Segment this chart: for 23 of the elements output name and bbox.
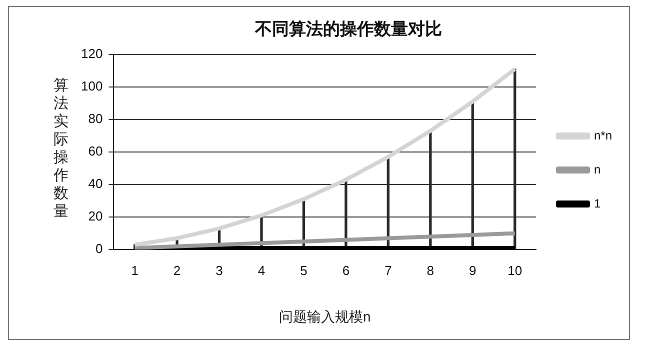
legend-label: 1 — [594, 196, 601, 210]
x-axis-title: 问题输入规模n — [278, 308, 371, 324]
y-tick-label: 80 — [88, 111, 103, 126]
x-tick-label: 8 — [426, 262, 434, 278]
x-tick-label: 10 — [508, 262, 522, 278]
y-tick-label: 20 — [88, 208, 103, 224]
y-tick-label: 0 — [95, 241, 103, 256]
x-tick-label: 4 — [258, 262, 266, 278]
x-tick-label: 1 — [131, 262, 138, 278]
x-tick-label: 5 — [300, 262, 308, 278]
y-axis-title: 算法实际操作数量 — [52, 76, 70, 220]
x-tick-label: 3 — [216, 262, 223, 278]
x-tick-label: 7 — [384, 262, 392, 278]
y-tick-label: 60 — [88, 144, 103, 159]
x-tick-label: 6 — [342, 262, 350, 278]
legend-label: n*n — [594, 128, 612, 142]
y-tick-label: 40 — [88, 176, 103, 192]
legend-label: n — [594, 162, 601, 176]
y-tick-label: 120 — [80, 46, 103, 61]
x-tick-label: 2 — [173, 262, 181, 278]
x-tick-label: 9 — [469, 262, 476, 278]
y-tick-label: 100 — [80, 78, 103, 94]
chart-title: 不同算法的操作数量对比 — [254, 20, 442, 40]
